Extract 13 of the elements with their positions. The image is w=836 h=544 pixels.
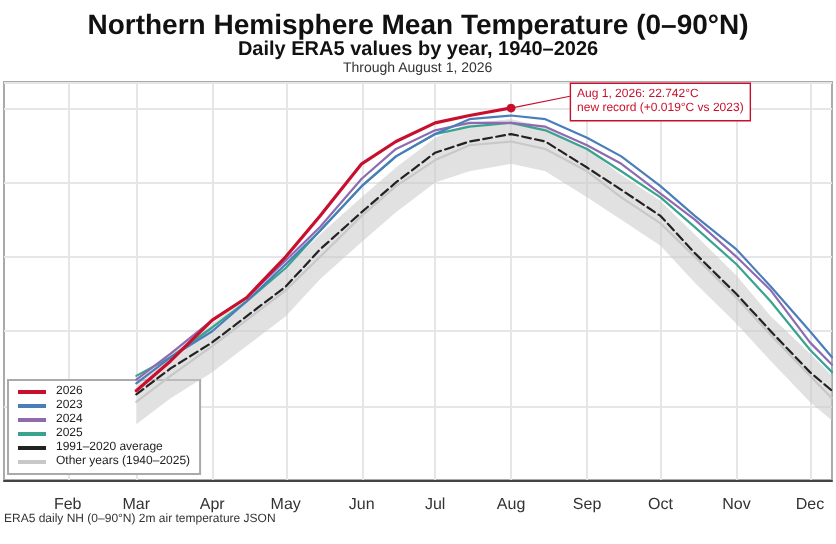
x-tick-label: Aug bbox=[496, 495, 526, 513]
chart-title: Northern Hemisphere Mean Temperature (0–90°N) bbox=[87, 8, 749, 40]
x-tick-label: May bbox=[270, 495, 301, 513]
x-tick-label: Jun bbox=[348, 495, 375, 513]
x-tick-label: Dec bbox=[795, 495, 825, 513]
x-tick-label: Feb bbox=[53, 495, 83, 513]
x-tick-label: Sep bbox=[572, 495, 603, 513]
x-tick-label: Jul bbox=[424, 495, 446, 513]
x-tick-label: Oct bbox=[648, 495, 675, 513]
x-tick-label: Apr bbox=[199, 495, 226, 513]
chart-subtitle: Daily ERA5 values by year, 1940–2026 bbox=[237, 39, 599, 61]
x-tick-label: Mar bbox=[122, 495, 151, 513]
x-tick-label: Nov bbox=[722, 495, 751, 513]
